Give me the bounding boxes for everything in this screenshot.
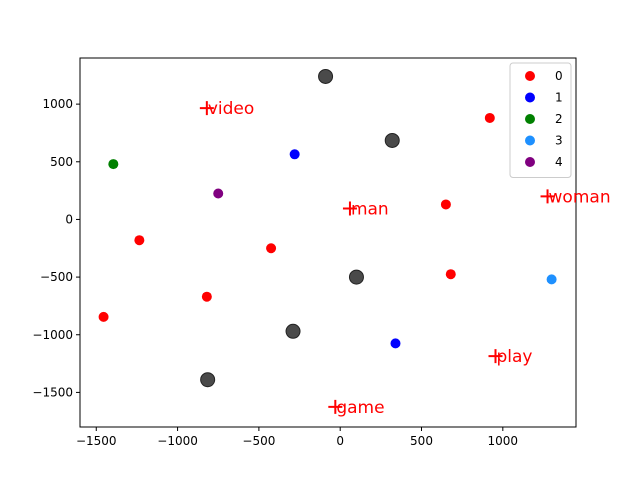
- x-tick-label: 500: [410, 434, 433, 448]
- legend-label-3: 3: [555, 134, 563, 148]
- word-marker: [540, 189, 555, 204]
- legend-marker-3: [525, 135, 535, 146]
- word-label-man: man: [351, 199, 389, 219]
- word-label-play: play: [497, 347, 533, 367]
- legend-label-1: 1: [555, 91, 563, 105]
- series-point-layer: [98, 112, 557, 349]
- legend-marker-0: [525, 71, 535, 81]
- y-tick-label: 500: [50, 155, 73, 169]
- legend-label-4: 4: [555, 155, 563, 169]
- x-tick-label: −1000: [157, 434, 198, 448]
- series-4-point: [213, 188, 224, 199]
- series-2-point: [108, 159, 119, 170]
- y-tick-label: 0: [65, 212, 73, 226]
- series-0-point: [484, 112, 495, 123]
- x-axis: −1500 −1000 −500 0 500 1000: [76, 427, 518, 448]
- series-0-point: [201, 291, 212, 302]
- y-tick-label: −1500: [32, 385, 73, 399]
- series-0-point: [445, 269, 456, 280]
- series-1-point: [390, 338, 401, 349]
- x-tick-label: −500: [242, 434, 275, 448]
- legend-marker-4: [525, 157, 535, 167]
- word-marker: [199, 101, 214, 116]
- word-label-woman: woman: [549, 187, 611, 207]
- gray-point: [200, 372, 216, 388]
- word-label-video: video: [208, 99, 254, 119]
- gray-point: [285, 323, 301, 339]
- word-marker: [488, 349, 503, 364]
- legend-label-0: 0: [555, 69, 563, 83]
- series-0-point: [134, 235, 145, 246]
- series-1-point: [289, 149, 300, 160]
- gray-point: [384, 132, 400, 148]
- legend-label-2: 2: [555, 112, 563, 126]
- y-tick-label: −500: [40, 270, 73, 284]
- series-0-point: [440, 199, 451, 210]
- word-marker: [342, 201, 357, 216]
- word-label-game: game: [336, 398, 384, 418]
- plot-area: [79, 57, 577, 428]
- series-0-point: [98, 311, 109, 322]
- legend-marker-2: [525, 114, 535, 124]
- series-0-point: [266, 243, 277, 254]
- gray-point: [348, 269, 364, 285]
- x-tick-label: 0: [336, 434, 344, 448]
- word-marker: [328, 399, 343, 414]
- legend-box: [509, 62, 572, 178]
- word-marker-layer: video man woman play game: [199, 99, 611, 418]
- y-tick-label: 1000: [42, 97, 73, 111]
- y-axis: −1500 −1000 −500 0 500 1000: [32, 97, 80, 399]
- gray-point: [318, 68, 334, 84]
- series-3-point: [546, 274, 557, 285]
- x-tick-label: −1500: [76, 434, 117, 448]
- legend-marker-1: [525, 92, 535, 103]
- gray-point-layer: [200, 68, 400, 388]
- x-tick-label: 1000: [488, 434, 519, 448]
- y-tick-label: −1000: [32, 328, 73, 342]
- legend: 0 1 2 3 4: [509, 62, 572, 178]
